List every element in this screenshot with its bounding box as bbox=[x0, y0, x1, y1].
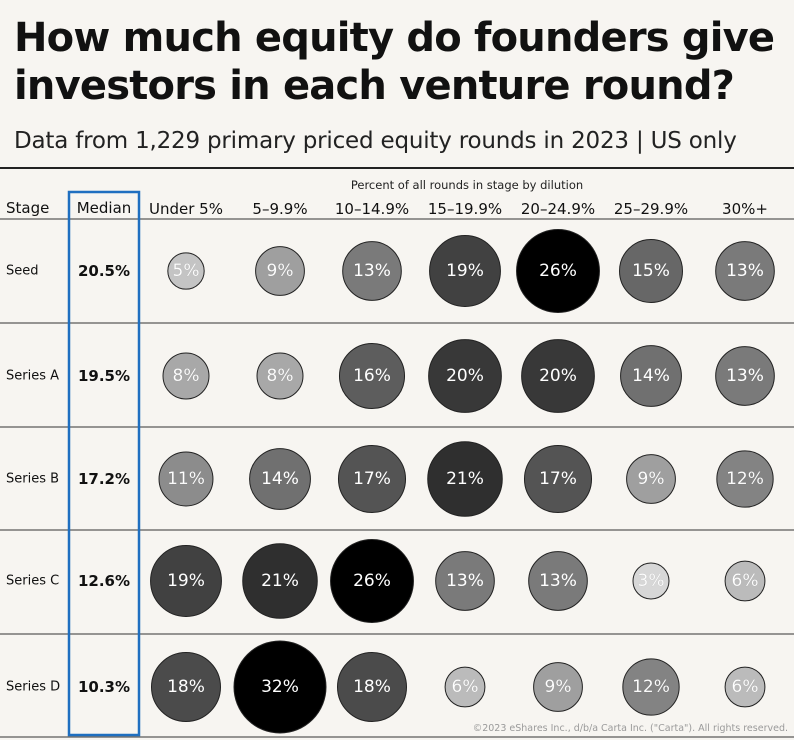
top-divider bbox=[0, 167, 794, 169]
bubble-label: 3% bbox=[638, 571, 665, 591]
dilution-bubble bbox=[150, 545, 222, 617]
dilution-bubble bbox=[516, 229, 600, 313]
bubble-label: 13% bbox=[353, 261, 391, 281]
median-value: 17.2% bbox=[78, 470, 130, 488]
dilution-bubble bbox=[435, 551, 495, 611]
column-header: 5–9.9% bbox=[252, 200, 307, 218]
bubble-label: 5% bbox=[173, 261, 200, 281]
dilution-bubble bbox=[242, 543, 318, 619]
dilution-bubble bbox=[428, 339, 502, 413]
dilution-bubble bbox=[256, 352, 304, 400]
bubble-label: 14% bbox=[261, 469, 299, 489]
bubble-label: 9% bbox=[267, 261, 294, 281]
dilution-bubble bbox=[342, 241, 402, 301]
median-highlight-box bbox=[67, 190, 141, 737]
dilution-bubble bbox=[626, 454, 676, 504]
bubble-label: 21% bbox=[261, 571, 299, 591]
bubble-label: 6% bbox=[732, 571, 759, 591]
column-header: 30%+ bbox=[722, 200, 768, 218]
dilution-bubble bbox=[622, 658, 680, 716]
column-header: 25–29.9% bbox=[614, 200, 688, 218]
median-value: 20.5% bbox=[78, 262, 130, 280]
bubble-label: 17% bbox=[539, 469, 577, 489]
bubble-label: 6% bbox=[452, 677, 479, 697]
stage-label: Series B bbox=[6, 472, 59, 487]
bubble-label: 20% bbox=[446, 366, 484, 386]
bubble-label: 13% bbox=[726, 261, 764, 281]
bubble-label: 13% bbox=[726, 366, 764, 386]
dilution-bubble bbox=[167, 252, 205, 290]
stage-label: Series A bbox=[6, 369, 59, 384]
dilution-bubble bbox=[632, 562, 670, 600]
dilution-bubble bbox=[715, 346, 775, 406]
dilution-bubble bbox=[255, 246, 305, 296]
chart-subtitle: Data from 1,229 primary priced equity ro… bbox=[14, 128, 737, 154]
dilution-bubble bbox=[716, 450, 774, 508]
column-header: 10–14.9% bbox=[335, 200, 409, 218]
dilution-bubble bbox=[444, 666, 486, 708]
bubble-label: 11% bbox=[167, 469, 205, 489]
dilution-bubble bbox=[619, 239, 683, 303]
stage-label: Seed bbox=[6, 264, 39, 279]
bubble-label: 13% bbox=[539, 571, 577, 591]
dilution-bubble bbox=[338, 342, 406, 410]
copyright-credit: ©2023 eShares Inc., d/b/a Carta Inc. ("C… bbox=[472, 723, 788, 734]
bubble-label: 17% bbox=[353, 469, 391, 489]
dilution-bubble bbox=[162, 352, 210, 400]
column-header: Under 5% bbox=[149, 200, 223, 218]
dilution-bubble bbox=[249, 448, 311, 510]
bubble-label: 26% bbox=[353, 571, 391, 591]
dilution-bubble bbox=[427, 441, 503, 517]
bubble-label: 18% bbox=[353, 677, 391, 697]
bubble-label: 16% bbox=[353, 366, 391, 386]
bubble-label: 8% bbox=[173, 366, 200, 386]
dilution-bubble bbox=[429, 235, 501, 307]
bubble-label: 21% bbox=[446, 469, 484, 489]
bubble-label: 15% bbox=[632, 261, 670, 281]
dilution-bubble bbox=[724, 560, 766, 602]
bubble-label: 13% bbox=[446, 571, 484, 591]
bubble-label: 14% bbox=[632, 366, 670, 386]
dilution-bubble bbox=[620, 345, 682, 407]
dilution-bubble bbox=[158, 451, 214, 507]
bubble-label: 19% bbox=[446, 261, 484, 281]
column-header: 15–19.9% bbox=[428, 200, 502, 218]
dilution-bubble bbox=[337, 444, 407, 514]
stage-header: Stage bbox=[6, 199, 49, 217]
bubble-label: 12% bbox=[726, 469, 764, 489]
bubble-label: 6% bbox=[732, 677, 759, 697]
chart-title: How much equity do founders give investo… bbox=[14, 15, 775, 109]
dilution-bubble bbox=[337, 652, 407, 722]
bubble-label: 18% bbox=[167, 677, 205, 697]
bubble-label: 9% bbox=[545, 677, 572, 697]
median-value: 19.5% bbox=[78, 367, 130, 385]
stage-label: Series D bbox=[6, 680, 60, 695]
bubble-label: 26% bbox=[539, 261, 577, 281]
bubble-label: 32% bbox=[261, 677, 299, 697]
stage-label: Series C bbox=[6, 574, 59, 589]
dilution-bubble bbox=[151, 652, 221, 722]
median-value: 12.6% bbox=[78, 572, 130, 590]
bubble-label: 9% bbox=[638, 469, 665, 489]
bubble-label: 12% bbox=[632, 677, 670, 697]
bubble-label: 8% bbox=[267, 366, 294, 386]
dilution-bubble bbox=[715, 241, 775, 301]
bubble-label: 19% bbox=[167, 571, 205, 591]
dilution-bubble bbox=[523, 444, 593, 514]
dilution-bubble bbox=[521, 339, 595, 413]
bubble-label: 20% bbox=[539, 366, 577, 386]
median-value: 10.3% bbox=[78, 678, 130, 696]
dilution-bubble bbox=[233, 640, 327, 734]
dilution-bubble bbox=[533, 662, 583, 712]
column-header: 20–24.9% bbox=[521, 200, 595, 218]
dilution-bubble bbox=[330, 539, 414, 623]
median-header: Median bbox=[77, 199, 132, 217]
dilution-header: Percent of all rounds in stage by diluti… bbox=[350, 178, 584, 192]
dilution-bubble bbox=[528, 551, 588, 611]
dilution-bubble bbox=[724, 666, 766, 708]
